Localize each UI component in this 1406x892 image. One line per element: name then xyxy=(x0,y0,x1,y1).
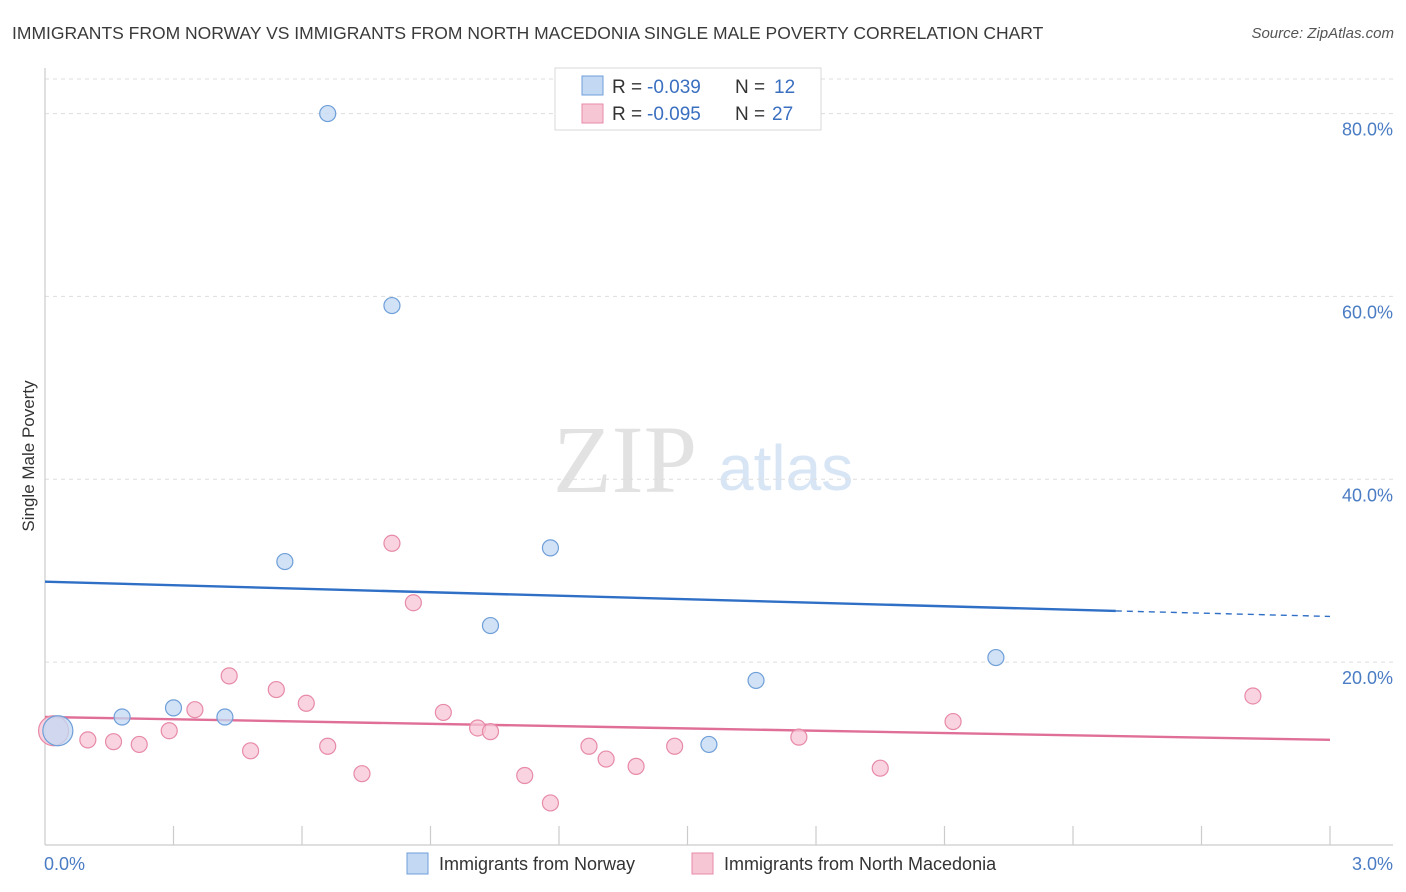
series-legend: Immigrants from Norway Immigrants from N… xyxy=(406,852,997,875)
point-macedonia xyxy=(627,757,645,775)
point-norway xyxy=(541,539,560,557)
point-norway xyxy=(481,616,500,635)
x-axis-ticks xyxy=(172,826,1331,845)
y-tick-label: 80.0% xyxy=(1342,120,1393,140)
point-macedonia xyxy=(434,703,452,722)
chart-title: IMMIGRANTS FROM NORWAY VS IMMIGRANTS FRO… xyxy=(12,23,1044,43)
x-tick-label-min: 0.0% xyxy=(44,854,85,874)
point-macedonia xyxy=(79,731,97,749)
point-macedonia xyxy=(267,680,285,699)
legend-swatch-norway xyxy=(581,75,604,96)
point-macedonia xyxy=(871,759,889,777)
legend-n-label-macedonia: N = xyxy=(735,104,765,125)
point-macedonia xyxy=(666,737,684,755)
point-macedonia xyxy=(104,733,123,751)
trend-lines xyxy=(44,580,1331,742)
point-macedonia xyxy=(481,723,500,741)
grid-lines xyxy=(45,78,1393,663)
y-tick-label: 40.0% xyxy=(1342,485,1393,505)
point-norway xyxy=(987,648,1005,667)
y-tick-labels: 20.0% 40.0% 60.0% 80.0% xyxy=(1342,120,1393,689)
point-macedonia xyxy=(353,765,371,783)
x-tick-label-max: 3.0% xyxy=(1352,854,1393,874)
bottom-legend-label-norway: Immigrants from Norway xyxy=(439,854,635,874)
point-macedonia xyxy=(319,737,337,755)
legend-n-label-norway: N = xyxy=(735,77,765,98)
point-norway xyxy=(383,296,401,315)
trend-line-macedonia xyxy=(44,715,1331,742)
point-norway xyxy=(216,708,234,726)
trend-line-norway xyxy=(44,580,1116,613)
source-label: Source: ZipAtlas.com xyxy=(1251,25,1394,42)
point-macedonia xyxy=(404,594,422,612)
point-macedonia xyxy=(580,737,598,755)
point-macedonia xyxy=(242,742,260,760)
watermark-zip: ZIP xyxy=(553,406,697,513)
point-norway xyxy=(42,715,74,747)
point-norway xyxy=(700,735,718,754)
y-tick-label: 20.0% xyxy=(1342,668,1393,688)
point-macedonia xyxy=(130,735,148,754)
point-norway xyxy=(319,104,337,123)
correlation-legend: R = -0.039 N = 12 R = -0.095 N = 27 xyxy=(554,67,822,131)
y-axis-title: Single Male Poverty xyxy=(19,380,38,532)
legend-r-label-macedonia: R = xyxy=(612,104,642,125)
point-norway xyxy=(276,552,294,571)
watermark-atlas: atlas xyxy=(718,432,853,504)
legend-n-value-macedonia: 27 xyxy=(772,104,793,125)
point-macedonia xyxy=(383,534,401,552)
y-tick-label: 60.0% xyxy=(1342,302,1393,322)
trend-line-norway-extension xyxy=(1115,610,1331,618)
legend-r-label-norway: R = xyxy=(612,77,642,98)
point-macedonia xyxy=(541,794,560,812)
point-macedonia xyxy=(186,701,204,719)
point-norway xyxy=(747,671,765,690)
point-macedonia xyxy=(944,712,962,731)
data-points xyxy=(37,104,1262,812)
bottom-legend-label-macedonia: Immigrants from North Macedonia xyxy=(724,854,997,874)
point-macedonia xyxy=(597,750,615,768)
point-norway xyxy=(113,708,131,726)
point-macedonia xyxy=(160,722,178,740)
legend-r-value-macedonia: -0.095 xyxy=(647,104,701,125)
point-norway xyxy=(164,699,183,717)
legend-r-value-norway: -0.039 xyxy=(647,77,701,98)
point-macedonia xyxy=(220,667,238,685)
point-macedonia xyxy=(297,694,315,712)
legend-swatch-macedonia xyxy=(581,103,604,124)
legend-n-value-norway: 12 xyxy=(774,77,795,98)
point-macedonia xyxy=(516,766,534,785)
bottom-legend-swatch-macedonia xyxy=(691,852,714,875)
point-macedonia xyxy=(790,728,808,746)
bottom-legend-swatch-norway xyxy=(406,852,429,875)
point-macedonia xyxy=(1244,687,1262,705)
